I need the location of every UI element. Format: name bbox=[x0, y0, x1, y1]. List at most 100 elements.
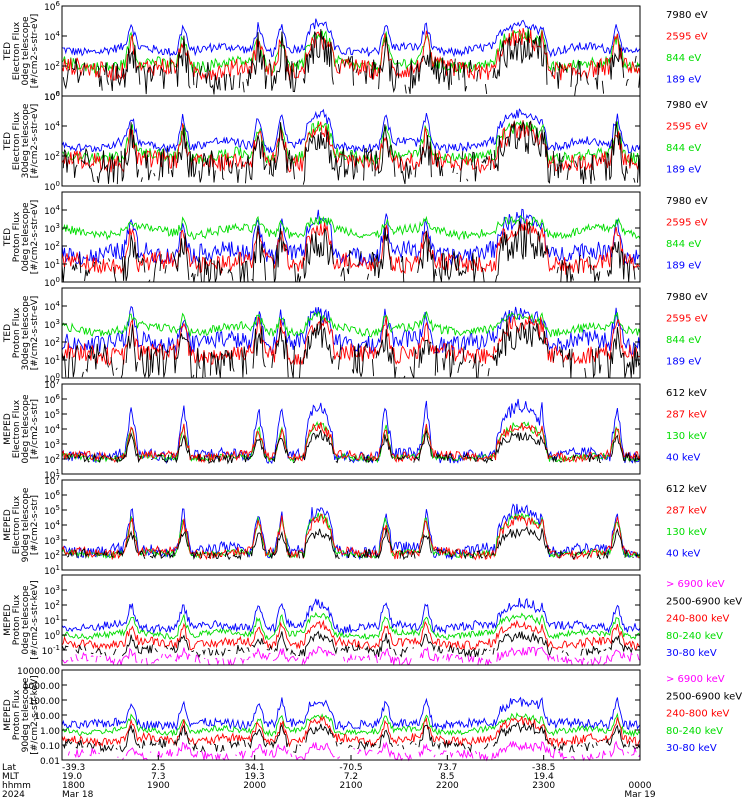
y-tick-label: 106 bbox=[44, 90, 60, 103]
legend-entry: 40 keV bbox=[666, 548, 700, 559]
x-tick-label: 2.5 bbox=[151, 763, 165, 773]
panel-frame bbox=[61, 287, 641, 379]
x-tick-label: 1900 bbox=[147, 781, 170, 791]
legend-entry: 612 keV bbox=[666, 484, 707, 495]
y-tick-label: 106 bbox=[44, 489, 60, 502]
y-axis-label-line: Proton Flux bbox=[12, 594, 22, 645]
y-tick-label: 100.00 bbox=[29, 697, 61, 707]
x-tick-label: 7.3 bbox=[151, 772, 165, 782]
x-tick-label: Mar 18 bbox=[62, 790, 94, 800]
x-tick-label: -70.5 bbox=[339, 763, 362, 773]
x-tick-label: 2200 bbox=[436, 781, 459, 791]
x-tick-label: -38.5 bbox=[532, 763, 555, 773]
series--6900-kev-trace bbox=[61, 645, 641, 667]
y-tick-label: 0.10 bbox=[40, 742, 60, 752]
legend-entry: 2500-6900 keV bbox=[666, 596, 742, 607]
legend-entry: 7980 eV bbox=[666, 10, 708, 21]
legend-entry: 80-240 keV bbox=[666, 631, 723, 642]
series-80-240-kev-trace bbox=[61, 711, 641, 738]
x-tick-label: 2300 bbox=[532, 781, 555, 791]
legend-entry: 130 keV bbox=[666, 527, 707, 538]
x-tick-label: 19.4 bbox=[534, 772, 554, 782]
flux-panel-7: 10-1 100 101 102 103 MEPED Proton Flux 0deg tel… bbox=[3, 574, 742, 667]
y-axis-label-line: Proton Flux bbox=[12, 211, 22, 262]
series-2595-ev-trace bbox=[61, 27, 641, 82]
y-axis-label-line: MEPED bbox=[3, 509, 13, 541]
x-tick-label: 19.3 bbox=[245, 772, 265, 782]
series-844-ev-trace bbox=[61, 120, 641, 165]
series-844-ev-trace bbox=[61, 214, 641, 241]
panel-frame bbox=[61, 669, 641, 761]
y-axis-label-line: MEPED bbox=[3, 413, 13, 445]
flux-panel-1: 100 102 104 106 TED Electron Flux 0deg telesco… bbox=[3, 0, 708, 103]
y-tick-label: 10000.00 bbox=[17, 667, 60, 677]
series-189-ev-trace bbox=[61, 108, 641, 154]
legend-entry: 287 keV bbox=[666, 409, 707, 420]
legend-entry: 7980 eV bbox=[666, 196, 708, 207]
y-tick-label: 100 bbox=[44, 90, 60, 103]
legend-entry: 189 eV bbox=[666, 356, 701, 367]
y-tick-label: 107 bbox=[44, 378, 60, 391]
series-612-kev-trace bbox=[66, 429, 641, 465]
y-axis-label-line: TED bbox=[3, 42, 13, 61]
x-tick-label: 2100 bbox=[340, 781, 363, 791]
series-287-kev-trace bbox=[61, 421, 641, 463]
series-287-kev-trace bbox=[61, 513, 641, 561]
flux-panel-5: 101 102 103 104 105 106 107 MEPED Electron Flux 0… bbox=[3, 378, 707, 481]
x-tick-label: 0000 bbox=[629, 781, 652, 791]
x-tick-label: 19.0 bbox=[62, 772, 82, 782]
y-axis-label-line: [#/cm2-s-str-eV] bbox=[30, 200, 40, 275]
y-tick-label: 0.01 bbox=[40, 757, 60, 767]
y-axis-label-line: TED bbox=[3, 228, 13, 247]
y-tick-label: 102 bbox=[44, 60, 60, 73]
series-2595-ev-trace bbox=[61, 315, 641, 367]
x-tick-label: -39.3 bbox=[62, 763, 85, 773]
legend-entry: 30-80 keV bbox=[666, 648, 717, 659]
legend-entry: 189 eV bbox=[666, 260, 701, 271]
y-axis-label-line: 0deg telescope bbox=[21, 394, 31, 464]
y-tick-label: 105 bbox=[44, 504, 60, 517]
y-tick-label: 1000.00 bbox=[23, 682, 60, 692]
y-tick-label: 100 bbox=[44, 180, 60, 193]
legend-entry: 40 keV bbox=[666, 452, 700, 463]
y-tick-label: 10-1 bbox=[42, 644, 60, 657]
y-tick-label: 104 bbox=[44, 120, 60, 133]
y-tick-label: 103 bbox=[44, 438, 60, 451]
y-tick-label: 102 bbox=[44, 453, 60, 466]
y-tick-label: 104 bbox=[44, 423, 60, 436]
y-tick-label: 102 bbox=[44, 240, 60, 253]
y-tick-label: 104 bbox=[44, 30, 60, 43]
series-240-800-kev-trace bbox=[61, 715, 641, 748]
x-tick-label: 8.5 bbox=[440, 772, 454, 782]
series-240-800-kev-trace bbox=[61, 619, 641, 651]
x-tick-label: 1800 bbox=[62, 781, 85, 791]
series-2500-6900-kev-trace bbox=[61, 630, 641, 658]
x-row-label: 2024 bbox=[2, 790, 25, 800]
y-tick-label: 106 bbox=[44, 393, 60, 406]
y-tick-label: 103 bbox=[44, 318, 60, 331]
x-row-label: MLT bbox=[2, 772, 20, 782]
y-tick-label: 102 bbox=[44, 549, 60, 562]
y-axis-label-line: MEPED bbox=[3, 604, 13, 636]
panel-frame bbox=[61, 95, 641, 187]
y-tick-label: 104 bbox=[44, 204, 60, 217]
legend-entry: 240-800 keV bbox=[666, 614, 730, 625]
y-axis-label-line: [#/cm2-s-str-keV] bbox=[30, 675, 40, 754]
y-tick-label: 101 bbox=[44, 354, 60, 367]
x-tick-label: Mar 19 bbox=[624, 790, 656, 800]
y-axis-label-line: TED bbox=[3, 132, 13, 151]
series-189-ev-trace bbox=[61, 18, 641, 58]
flux-panel-3: 100 101 102 103 104 TED Proton Flux 0deg telesc… bbox=[3, 191, 708, 289]
y-tick-label: 101 bbox=[44, 564, 60, 577]
flux-panel-8: 0.01 0.10 1.00 10.00 100.00 1000.00 10000.00 ME… bbox=[3, 667, 742, 767]
series--6900-kev-trace bbox=[67, 740, 641, 762]
y-axis-label-line: Proton Flux bbox=[12, 307, 22, 358]
flux-panel-6: 101 102 103 104 105 106 107 MEPED Electron Flux 9… bbox=[3, 474, 707, 577]
legend-entry: > 6900 keV bbox=[666, 579, 725, 590]
y-axis-label-line: [#/cm2-s-str] bbox=[30, 399, 40, 459]
y-tick-label: 1.00 bbox=[40, 727, 60, 737]
x-row-label: hhmm bbox=[2, 781, 31, 791]
y-axis-label-line: MEPED bbox=[3, 699, 13, 731]
y-axis-label-line: 30deg telescope bbox=[21, 103, 31, 178]
legend-entry: 2595 eV bbox=[666, 31, 708, 42]
